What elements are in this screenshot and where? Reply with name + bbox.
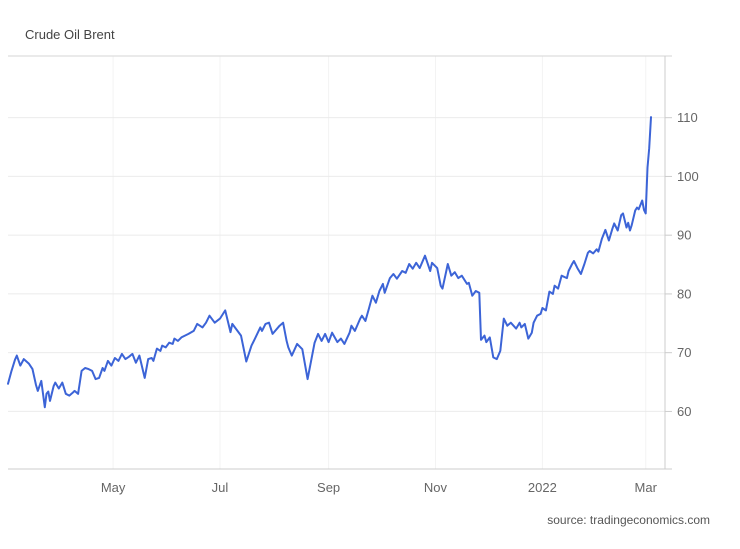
x-tick-label: Sep <box>317 480 340 495</box>
source-credit: source: tradingeconomics.com <box>547 513 710 527</box>
y-tick-label: 100 <box>677 169 699 184</box>
x-tick-label: Nov <box>424 480 448 495</box>
x-tick-label: 2022 <box>528 480 557 495</box>
x-tick-label: Mar <box>635 480 658 495</box>
y-tick-label: 60 <box>677 404 691 419</box>
y-tick-label: 80 <box>677 286 691 301</box>
y-tick-label: 90 <box>677 228 691 243</box>
chart-title: Crude Oil Brent <box>25 27 115 42</box>
y-tick-label: 110 <box>677 110 698 125</box>
x-tick-label: Jul <box>212 480 229 495</box>
x-tick-label: May <box>101 480 126 495</box>
y-tick-label: 70 <box>677 345 691 360</box>
price-line <box>7 116 652 409</box>
